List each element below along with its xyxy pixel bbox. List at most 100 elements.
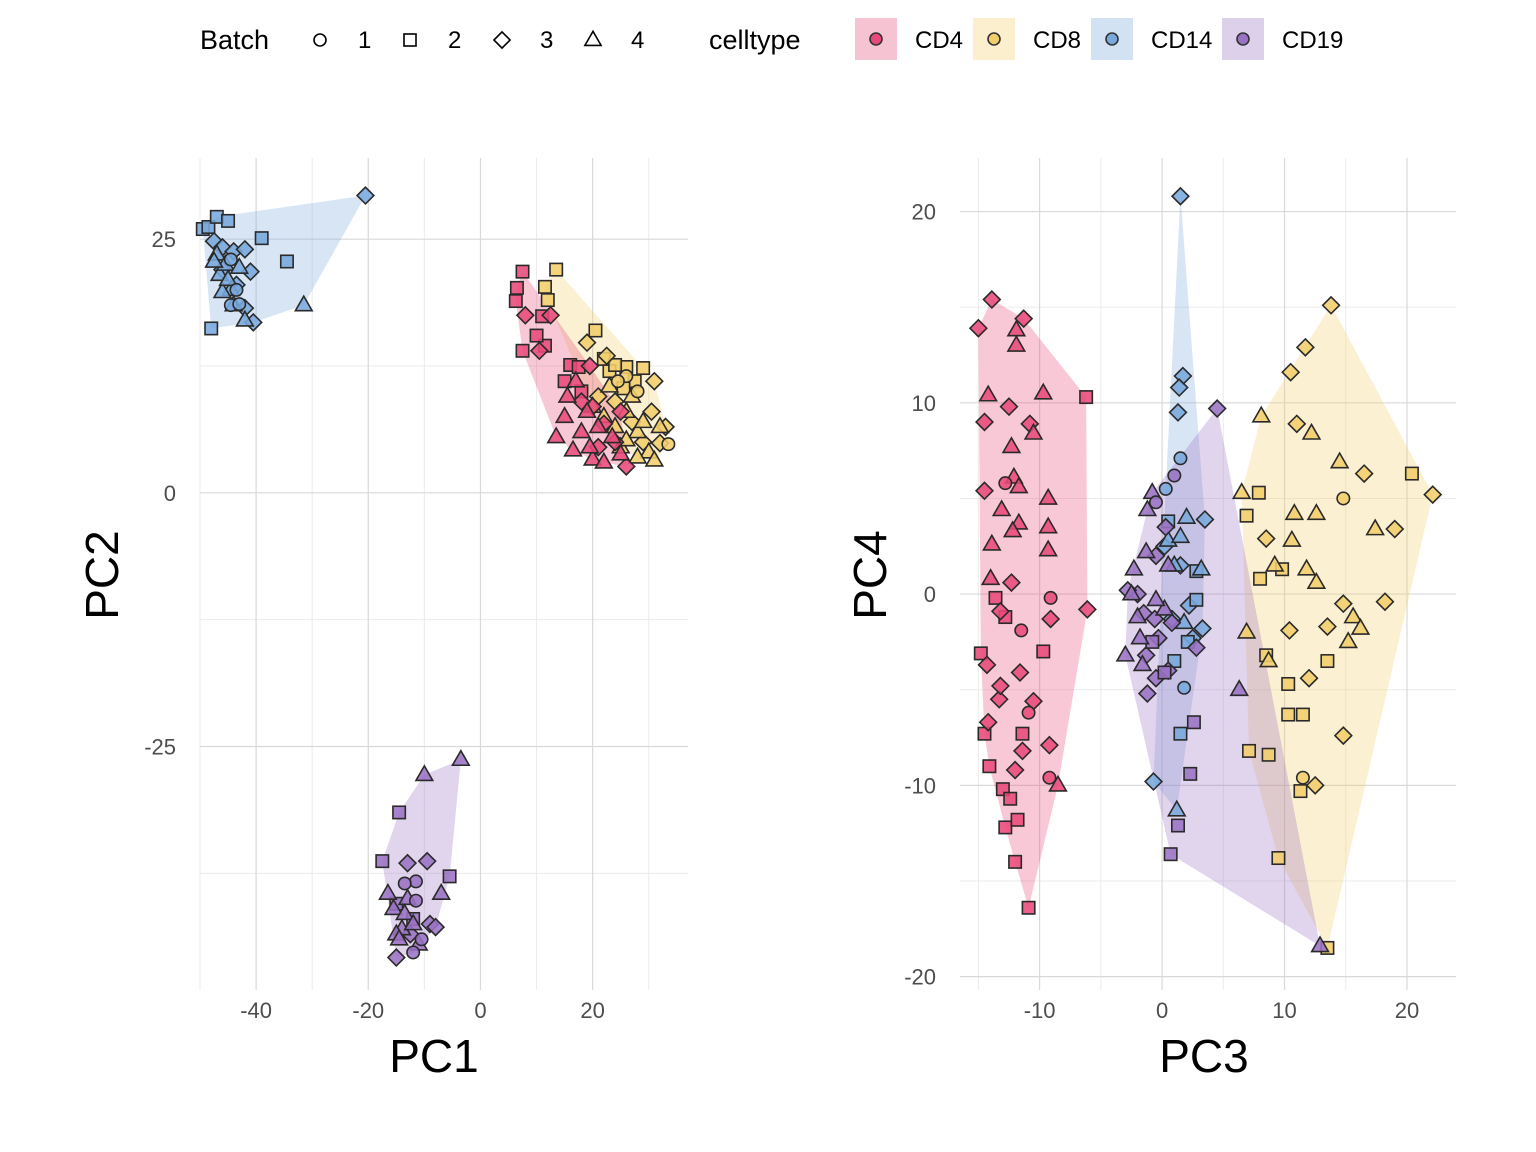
point-cd19-batch4 [1130,627,1150,645]
point-cd4-batch4 [610,443,631,461]
point-cd14-batch4 [294,294,314,312]
point-cd4-batch3 [968,318,988,338]
point-cd4-batch3 [1014,309,1034,329]
point-cd4-batch4 [1038,516,1058,534]
legend-batch-entries: 1 2 3 4 [313,27,644,54]
point-cd14-batch1 [223,252,238,267]
points [195,186,676,968]
point-cd4-batch2 [1079,390,1094,405]
point-cd8-batch2 [537,279,552,294]
point-cd14-batch4 [229,256,250,274]
x-tick-label: -10 [1024,998,1056,1023]
point-cd4-batch2 [508,294,523,309]
point-cd19-batch4 [403,913,423,931]
point-cd19-batch1 [406,945,421,960]
point-cd8-batch4 [627,421,648,439]
point-cd4-batch2 [998,820,1013,835]
point-cd14-batch3 [1168,402,1188,422]
point-cd4-batch4 [557,385,578,403]
point-cd19-batch4 [414,764,435,782]
point-cd14-batch2 [1189,592,1204,607]
point-cd19-batch2 [392,805,407,820]
point-cd4-batch4 [594,451,614,469]
point-cd4-batch4 [577,401,597,419]
point-cd8-batch4 [1365,518,1385,536]
point-cd4-batch2 [509,280,524,295]
point-cd8-batch2 [549,262,564,277]
point-cd4-batch3 [1005,760,1025,780]
point-cd8-batch3 [1256,529,1276,549]
point-cd19-batch2 [1183,766,1198,781]
point-cd4-batch4 [1033,382,1054,400]
point-cd8-batch2 [1242,743,1257,758]
point-cd14-batch1 [1173,451,1188,466]
y-tick-label: 0 [924,582,936,607]
point-cd4-batch2 [1036,644,1051,659]
point-cd14-batch3 [1192,619,1212,639]
legend-point-cd14-icon [1105,32,1119,46]
legend-celltype-label-cd14: CD14 [1151,27,1212,54]
point-cd4-batch3 [999,397,1019,417]
point-cd14-batch1 [232,297,247,312]
point-cd19-batch2 [1170,818,1185,833]
point-cd8-batch2 [588,323,603,338]
legend-batch-title: Batch [200,25,269,55]
point-cd14-batch1 [1158,481,1173,496]
panel-pc1-pc2: -40 -20 0 20 25 0 -25 PC1 PC2 [76,158,688,1082]
y-tick-label: -25 [144,734,176,759]
point-cd8-batch1 [610,374,625,389]
point-cd19-batch1 [414,932,429,947]
point-cd8-batch4 [1343,606,1363,624]
point-cd14-batch4 [1167,799,1187,817]
series-cd14 [195,186,375,336]
point-cd4-batch1 [998,476,1013,491]
point-cd8-batch4 [1306,572,1327,589]
point-cd8-batch4 [644,449,665,467]
point-cd19-batch1 [408,893,423,908]
point-cd8-batch1 [1336,491,1351,506]
point-cd14-batch2 [204,321,219,336]
point-cd4-batch3 [529,341,549,361]
legend-celltype-label-cd4: CD4 [915,27,963,54]
point-cd14-batch3 [1170,186,1190,206]
legend-shape-circle-icon [313,33,327,47]
point-cd4-batch1 [1014,623,1029,638]
point-cd8-batch3 [1287,414,1307,434]
point-cd4-batch2 [1021,900,1036,915]
point-cd14-batch4 [204,250,224,268]
hulls [202,195,669,958]
point-cd19-batch4 [1136,541,1156,559]
series-cd19 [375,749,471,968]
point-cd4-batch3 [616,456,636,476]
point-cd19-batch4 [389,928,409,946]
series-cd8 [537,262,676,467]
point-cd8-batch2 [1261,747,1276,762]
point-cd4-batch3 [978,712,998,732]
point-cd8-batch2 [1404,466,1419,481]
point-cd4-batch4 [1001,436,1022,454]
point-cd4-batch4 [582,448,603,466]
point-cd19-batch3 [1156,517,1176,537]
point-cd4-batch3 [611,402,631,422]
point-cd8-batch4 [627,446,648,464]
point-cd4-batch3 [982,290,1002,310]
point-cd19-batch4 [378,883,398,900]
point-cd19-batch4 [1158,554,1178,572]
legend-shape-diamond-icon [492,30,512,50]
point-cd14-batch4 [1176,506,1197,524]
point-cd4-batch4 [566,370,586,388]
point-cd8-batch2 [1281,676,1296,691]
point-cd4-batch3 [974,412,994,432]
x-tick-label: 0 [1156,998,1168,1023]
point-cd19-batch3 [1137,684,1157,704]
point-cd19-batch4 [1229,679,1249,697]
point-cd8-batch3 [577,333,597,353]
point-cd14-batch4 [218,269,238,287]
points [968,186,1443,955]
point-cd4-batch3 [989,689,1009,709]
x-tick-label: -20 [352,998,384,1023]
legend-shape-square-icon [403,33,417,47]
point-cd19-batch4 [1310,935,1330,953]
legend-celltype-entries: CD4 CD8 CD14 CD19 [855,18,1343,60]
